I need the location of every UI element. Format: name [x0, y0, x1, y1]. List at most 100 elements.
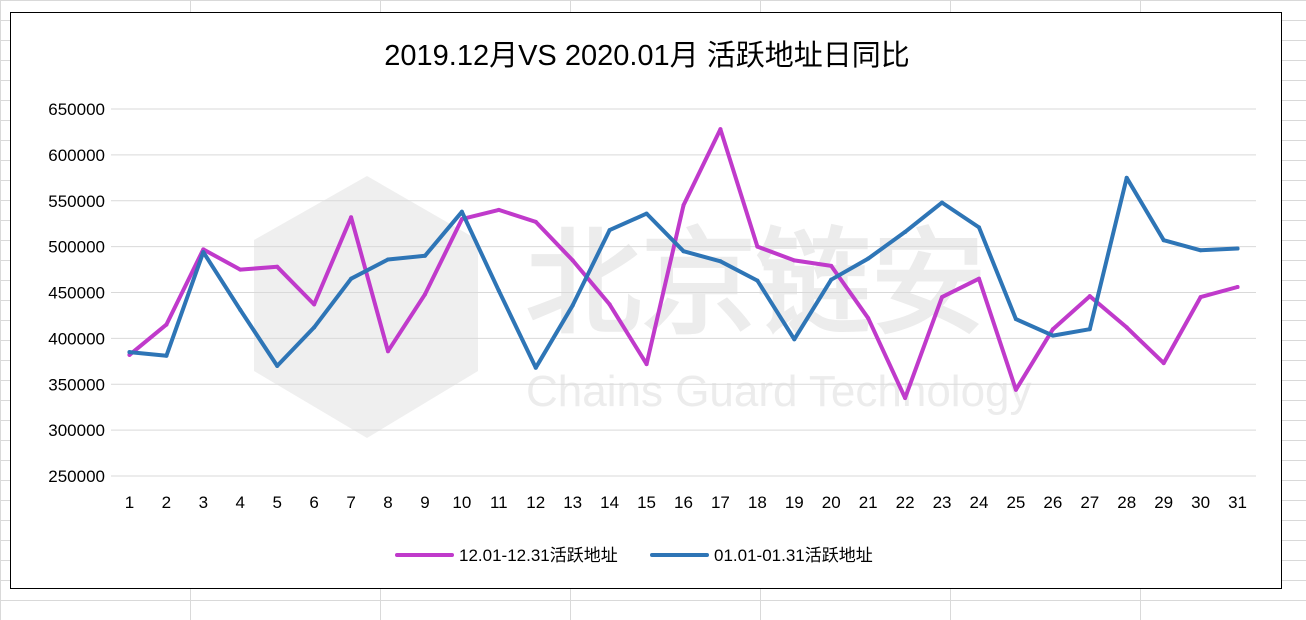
x-tick-label: 26 — [1043, 493, 1062, 512]
y-tick-label: 650000 — [48, 100, 105, 119]
x-tick-label: 28 — [1117, 493, 1136, 512]
data-point — [496, 288, 501, 293]
data-point — [681, 203, 686, 208]
x-tick-label: 16 — [674, 493, 693, 512]
data-point — [1087, 294, 1092, 299]
line-chart: 北京链安 Chains Guard Technology 250000 30000… — [48, 39, 1256, 565]
watermark: 北京链安 Chains Guard Technology — [254, 176, 1032, 438]
legend: 12.01-12.31活跃地址 01.01-01.31活跃地址 — [395, 546, 873, 565]
x-axis: 1 2 3 4 5 6 7 8 9 10 11 12 13 14 15 16 17 18 19 20 21 22 23 24 2… — [125, 493, 1247, 512]
data-point — [496, 207, 501, 212]
data-point — [644, 211, 649, 216]
x-tick-label: 17 — [711, 493, 730, 512]
data-point — [1235, 246, 1240, 251]
data-point — [164, 322, 169, 327]
data-point — [1198, 295, 1203, 300]
data-point — [755, 244, 760, 249]
series-group — [127, 127, 1240, 401]
data-point — [570, 303, 575, 308]
x-tick-label: 30 — [1191, 493, 1210, 512]
x-tick-label: 1 — [125, 493, 134, 512]
y-tick-label: 250000 — [48, 467, 105, 486]
data-point — [275, 264, 280, 269]
data-point — [644, 362, 649, 367]
legend-label-1: 01.01-01.31活跃地址 — [714, 546, 873, 565]
data-point — [386, 349, 391, 354]
data-point — [1124, 175, 1129, 180]
data-point — [533, 365, 538, 370]
data-point — [349, 215, 354, 220]
watermark-text-en: Chains Guard Technology — [526, 367, 1032, 416]
data-point — [940, 200, 945, 205]
data-point — [607, 302, 612, 307]
x-tick-label: 19 — [785, 493, 804, 512]
data-point — [866, 256, 871, 261]
x-tick-label: 2 — [162, 493, 171, 512]
data-point — [349, 276, 354, 281]
data-point — [1013, 317, 1018, 322]
data-point — [940, 295, 945, 300]
data-point — [127, 350, 132, 355]
data-point — [976, 225, 981, 230]
x-tick-label: 11 — [490, 493, 508, 512]
data-point — [718, 259, 723, 264]
x-tick-label: 27 — [1080, 493, 1099, 512]
data-point — [1124, 325, 1129, 330]
x-tick-label: 9 — [420, 493, 429, 512]
data-point — [312, 302, 317, 307]
data-point — [422, 253, 427, 258]
data-point — [312, 325, 317, 330]
y-tick-label: 450000 — [48, 284, 105, 303]
x-tick-label: 4 — [236, 493, 245, 512]
x-tick-label: 8 — [383, 493, 392, 512]
data-point — [866, 316, 871, 321]
data-point — [1198, 248, 1203, 253]
data-point — [386, 257, 391, 262]
data-point — [607, 228, 612, 233]
x-tick-label: 24 — [970, 493, 989, 512]
y-tick-label: 550000 — [48, 192, 105, 211]
data-point — [238, 307, 243, 312]
data-point — [1161, 361, 1166, 366]
chart-frame[interactable]: 北京链安 Chains Guard Technology 250000 30000… — [10, 12, 1282, 589]
y-tick-label: 600000 — [48, 146, 105, 165]
data-point — [755, 278, 760, 283]
x-tick-label: 31 — [1228, 493, 1247, 512]
data-point — [1050, 327, 1055, 332]
x-tick-label: 12 — [526, 493, 545, 512]
data-point — [459, 209, 464, 214]
data-point — [1087, 327, 1092, 332]
legend-label-0: 12.01-12.31活跃地址 — [459, 546, 618, 565]
data-point — [903, 396, 908, 401]
x-tick-label: 21 — [859, 493, 878, 512]
gridlines — [111, 108, 1256, 477]
data-point — [1050, 333, 1055, 338]
x-tick-label: 7 — [346, 493, 355, 512]
x-tick-label: 20 — [822, 493, 841, 512]
data-point — [681, 249, 686, 254]
y-axis: 250000 300000 350000 400000 450000 500000 5500… — [48, 100, 105, 486]
data-point — [164, 353, 169, 358]
data-point — [275, 363, 280, 368]
data-point — [903, 229, 908, 234]
y-tick-label: 400000 — [48, 329, 105, 348]
data-point — [533, 219, 538, 224]
x-tick-label: 5 — [272, 493, 281, 512]
data-point — [718, 127, 723, 132]
data-point — [1161, 238, 1166, 243]
data-point — [792, 258, 797, 263]
x-tick-label: 29 — [1154, 493, 1173, 512]
data-point — [976, 276, 981, 281]
data-point — [422, 292, 427, 297]
watermark-logo-icon — [254, 176, 478, 438]
x-tick-label: 3 — [199, 493, 208, 512]
data-point — [570, 258, 575, 263]
data-point — [829, 263, 834, 268]
y-tick-label: 500000 — [48, 238, 105, 257]
x-tick-label: 22 — [896, 493, 915, 512]
data-point — [201, 250, 206, 255]
data-point — [238, 267, 243, 272]
data-point — [1013, 387, 1018, 392]
x-tick-label: 18 — [748, 493, 767, 512]
y-tick-label: 300000 — [48, 421, 105, 440]
